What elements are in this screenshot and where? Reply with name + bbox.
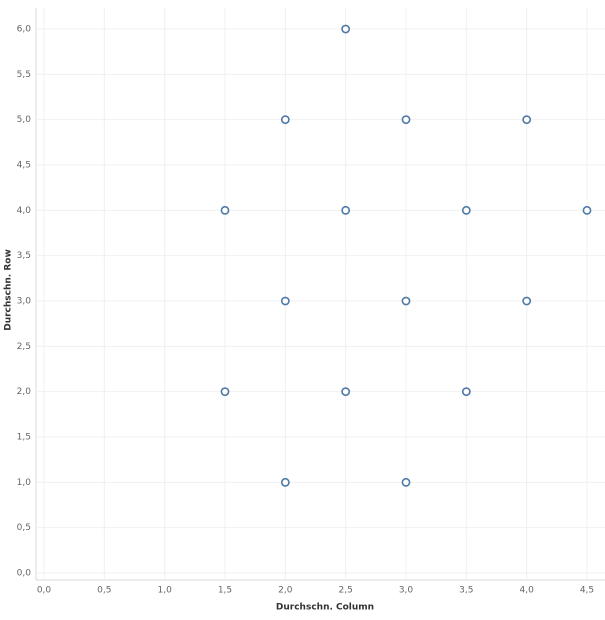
y-tick-label: 0,0	[17, 569, 32, 579]
point	[401, 477, 411, 487]
point	[341, 387, 351, 397]
point	[401, 296, 411, 306]
x-tick-label: 2,5	[339, 586, 353, 596]
y-tick-label: 3,0	[17, 297, 32, 307]
y-tick-label: 6,0	[17, 25, 32, 35]
y-tick-label: 0,5	[17, 523, 31, 533]
point	[280, 115, 290, 125]
y-tick-label: 4,0	[17, 206, 32, 216]
y-tick-label: 1,0	[17, 478, 32, 488]
y-tick-label: 5,5	[17, 70, 31, 80]
y-axis-title: Durchschn. Row	[4, 249, 14, 331]
y-tick-label: 2,0	[17, 387, 32, 397]
point	[280, 477, 290, 487]
x-tick-label: 4,5	[580, 586, 594, 596]
point	[401, 115, 411, 125]
x-tick-label: 1,0	[158, 586, 173, 596]
y-tick-label: 1,5	[17, 433, 31, 443]
x-tick-label: 3,5	[459, 586, 473, 596]
y-tick-label: 5,0	[17, 115, 32, 125]
x-tick-label: 4,0	[520, 586, 535, 596]
x-tick-label: 3,0	[399, 586, 414, 596]
point	[220, 205, 230, 215]
x-tick-label: 2,0	[278, 586, 293, 596]
point	[461, 387, 471, 397]
y-tick-label: 3,5	[17, 251, 31, 261]
point	[582, 205, 592, 215]
point	[522, 115, 532, 125]
point	[522, 296, 532, 306]
point	[220, 387, 230, 397]
point	[341, 205, 351, 215]
point	[461, 205, 471, 215]
x-tick-label: 0,5	[97, 586, 111, 596]
y-tick-label: 2,5	[17, 342, 31, 352]
x-tick-label: 1,5	[218, 586, 232, 596]
point	[280, 296, 290, 306]
x-tick-label: 0,0	[37, 586, 52, 596]
point	[341, 24, 351, 34]
x-axis-title: Durchschn. Column	[276, 603, 374, 613]
y-tick-label: 4,5	[17, 161, 31, 171]
